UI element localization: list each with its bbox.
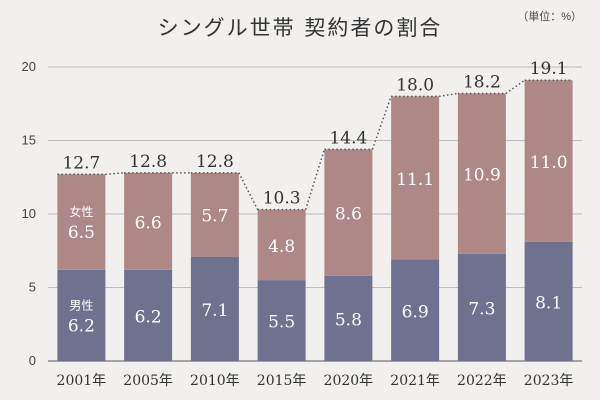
total-connector	[238, 172, 259, 210]
total-connector	[371, 96, 392, 150]
total-label: 10.3	[263, 189, 301, 209]
bar-segment-male	[457, 253, 506, 361]
series-label-female: 女性	[69, 204, 93, 219]
data-label-male: 5.5	[268, 313, 295, 333]
total-label: 18.2	[463, 72, 501, 92]
x-tick-label: 2021年	[390, 373, 440, 389]
x-tick-label: 2015年	[257, 373, 307, 389]
x-tick-label: 2023年	[524, 373, 574, 389]
bar-segment-female	[524, 80, 573, 242]
series-label-male: 男性	[69, 298, 93, 312]
bar-segment-female	[190, 172, 239, 257]
x-tick-label: 2022年	[457, 373, 507, 389]
bar-segment-male	[190, 256, 239, 361]
data-label-female: 6.5	[68, 223, 95, 243]
bar-segment-female	[57, 174, 106, 270]
x-tick-label: 2001年	[57, 373, 107, 389]
x-tick-label: 2010年	[190, 373, 240, 389]
total-label: 12.7	[62, 153, 100, 173]
bar-segment-female	[324, 149, 373, 276]
unit-label: （単位：%）	[517, 11, 582, 23]
bar-segment-male	[57, 269, 106, 361]
data-label-female: 8.6	[335, 205, 362, 225]
y-tick-label: 0	[29, 353, 36, 368]
y-tick-label: 20	[22, 59, 36, 74]
y-tick-label: 10	[22, 206, 36, 221]
bar-segment-male	[257, 280, 306, 361]
x-tick-label: 2020年	[324, 373, 374, 389]
total-connector	[304, 149, 326, 210]
data-label-female: 5.7	[201, 207, 228, 227]
y-tick-label: 15	[22, 133, 36, 148]
total-connector	[105, 172, 125, 176]
bar-segment-male	[324, 275, 373, 361]
data-label-female: 4.8	[268, 237, 295, 257]
x-tick-label: 2005年	[123, 373, 173, 389]
data-label-male: 5.8	[335, 310, 362, 330]
bar-segment-male	[391, 259, 440, 361]
total-connector	[505, 79, 526, 95]
y-tick-label: 5	[29, 280, 36, 295]
total-connector	[439, 92, 458, 98]
data-label-male: 7.1	[201, 301, 228, 321]
bar-segment-female	[124, 172, 173, 270]
chart-title: シングル世帯 契約者の割合	[157, 16, 443, 40]
data-label-female: 11.1	[396, 170, 434, 190]
total-label: 12.8	[196, 152, 234, 172]
data-label-male: 6.2	[68, 316, 95, 336]
data-label-male: 8.1	[535, 293, 562, 313]
data-label-female: 10.9	[463, 166, 501, 186]
bar-segment-female	[457, 93, 506, 254]
data-label-female: 6.6	[135, 213, 162, 233]
data-label-female: 11.0	[530, 153, 568, 173]
bar-segment-female	[391, 96, 440, 260]
bar-segment-female	[257, 209, 306, 281]
data-label-male: 6.2	[135, 307, 162, 327]
total-label: 12.8	[129, 152, 167, 172]
bar-segment-male	[524, 241, 573, 361]
total-label: 19.1	[530, 59, 568, 79]
total-label: 18.0	[396, 75, 434, 95]
data-label-male: 7.3	[468, 299, 495, 319]
data-label-male: 6.9	[402, 302, 429, 322]
total-label: 14.4	[329, 128, 367, 148]
bar-segment-male	[124, 269, 173, 361]
